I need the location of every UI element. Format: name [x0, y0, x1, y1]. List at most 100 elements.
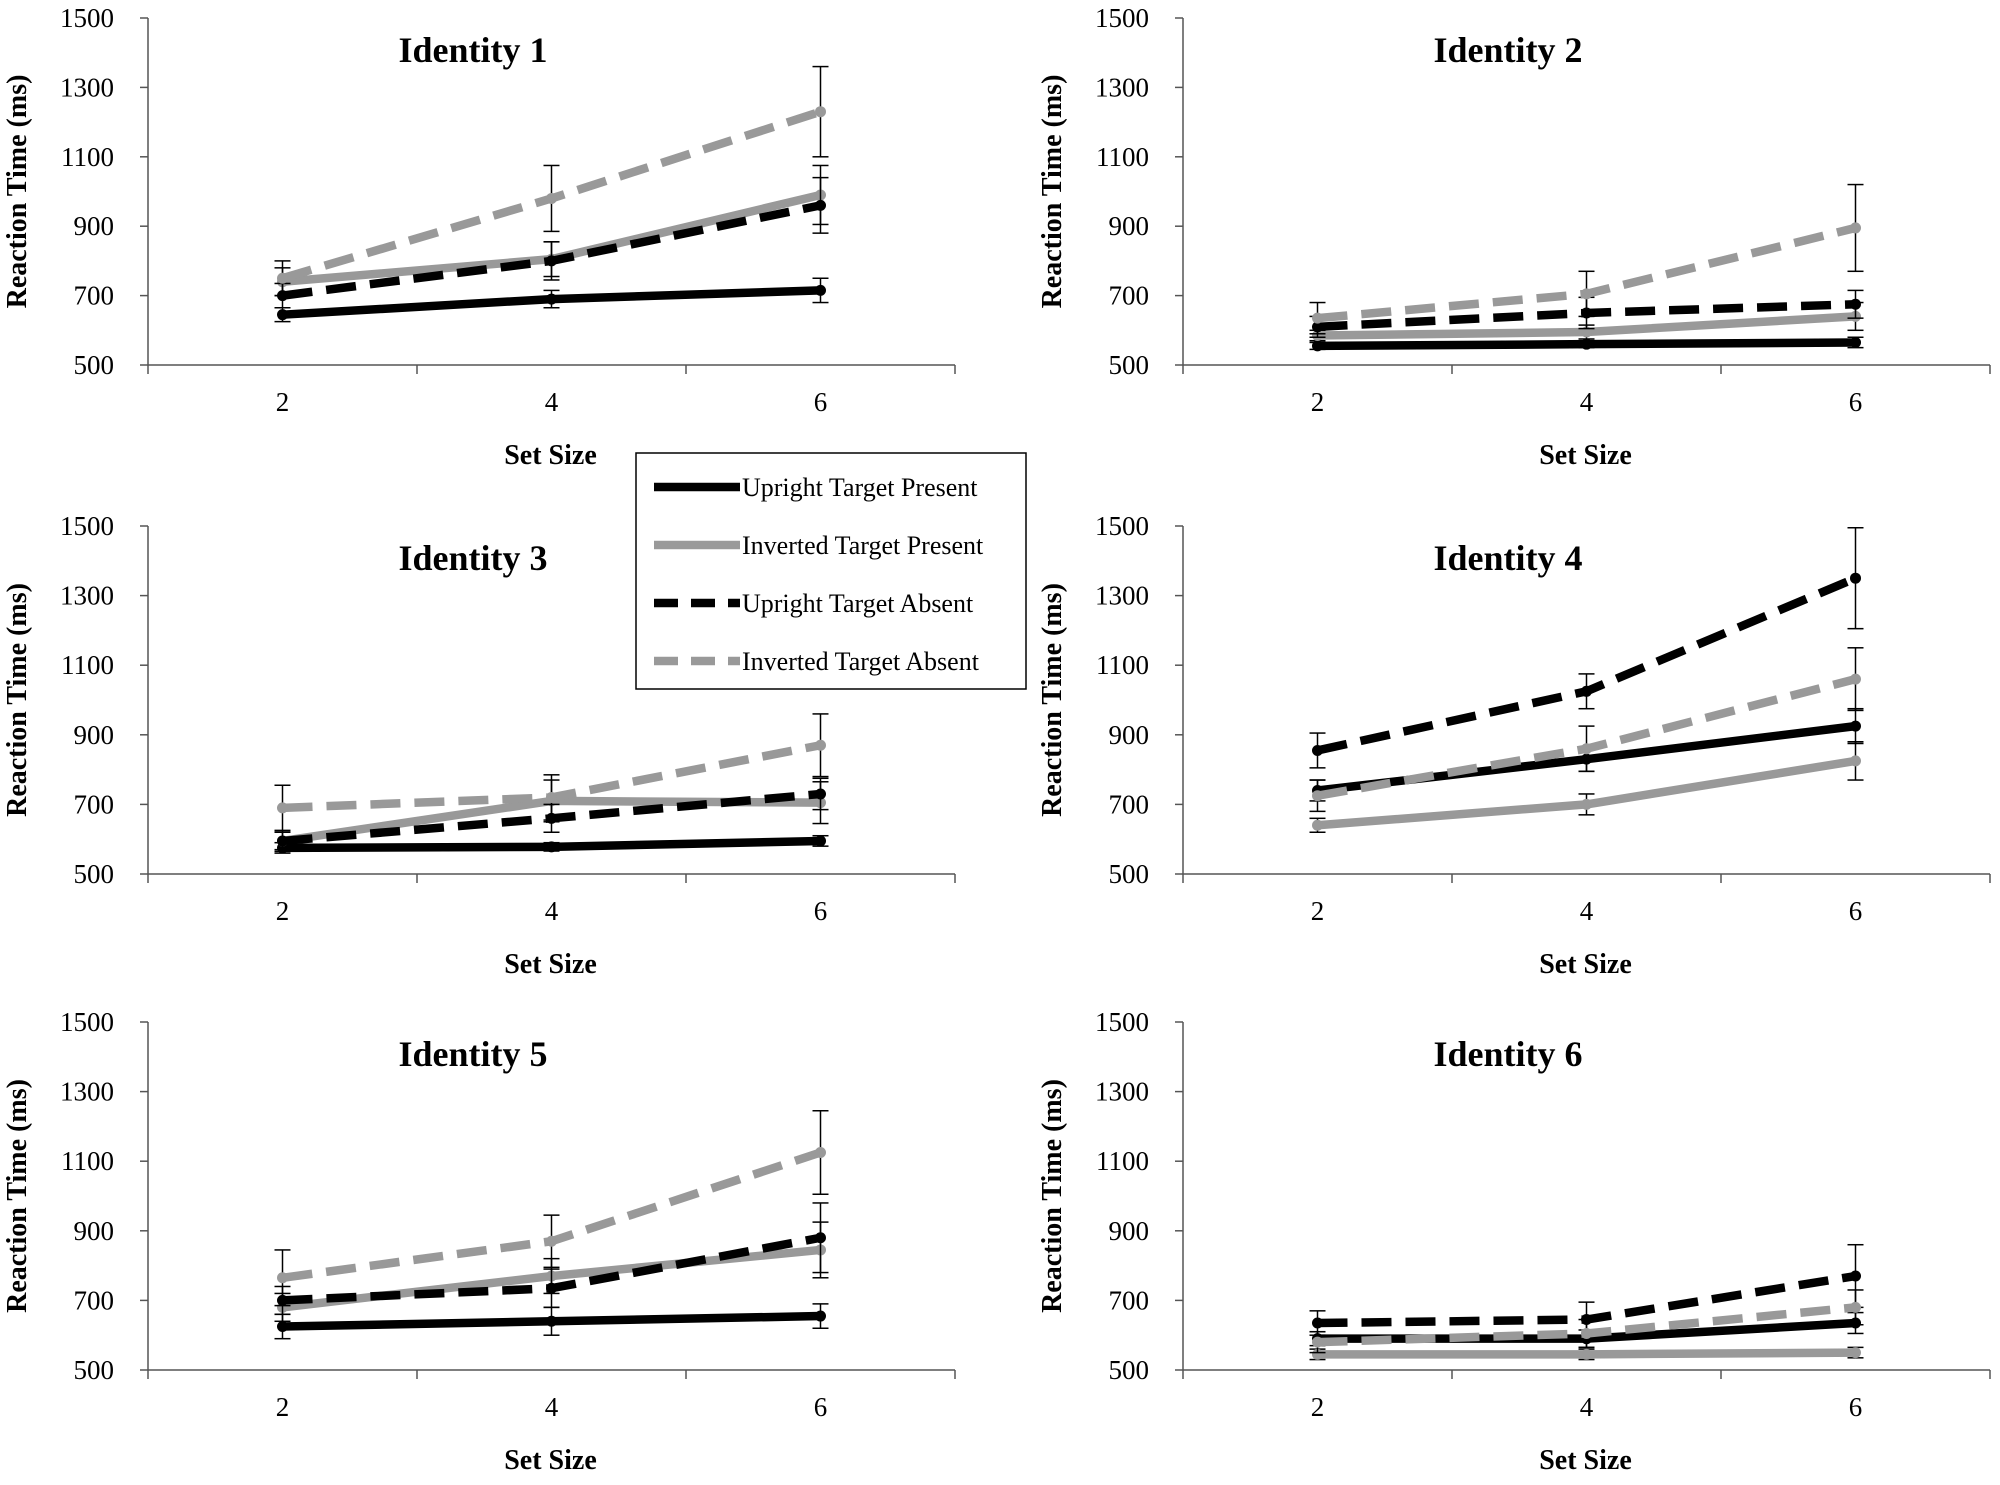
series — [1309, 183, 1864, 335]
series — [1309, 336, 1864, 352]
y-tick-label: 1100 — [61, 1146, 114, 1176]
panel-title: Identity 2 — [1433, 30, 1582, 70]
y-tick-label: 500 — [74, 1355, 115, 1385]
data-point — [1312, 1317, 1323, 1329]
x-tick-label: 6 — [814, 1392, 828, 1422]
data-point — [815, 1232, 826, 1244]
series — [274, 277, 829, 323]
data-point — [1312, 312, 1323, 324]
data-point — [815, 788, 826, 800]
y-tick-label: 1500 — [60, 511, 114, 541]
data-point — [815, 739, 826, 751]
y-tick-label: 1300 — [1095, 581, 1149, 611]
data-point — [277, 1272, 288, 1284]
chart-panel: 500 700 900 1100 1300 1500 2 4 6 Set Size Reaction… — [2, 511, 956, 980]
data-point — [815, 284, 826, 296]
x-tick-label: 2 — [276, 387, 290, 417]
series — [274, 65, 829, 297]
data-point — [277, 309, 288, 321]
chart-panel: 500 700 900 1100 1300 1500 2 4 6 Set Size Reaction… — [2, 1007, 956, 1476]
y-tick-label: 1500 — [1095, 1007, 1149, 1037]
y-tick-label: 1300 — [60, 72, 114, 102]
x-tick-label: 4 — [1580, 896, 1594, 926]
data-point — [1850, 755, 1861, 767]
data-point — [815, 1310, 826, 1322]
y-axis-title: Reaction Time (ms) — [2, 1079, 33, 1313]
data-point — [1850, 222, 1861, 234]
x-tick-label: 6 — [1849, 896, 1863, 926]
data-point — [1581, 288, 1592, 300]
data-point — [1850, 1347, 1861, 1359]
series — [1309, 1289, 1864, 1354]
y-axis-title: Reaction Time (ms) — [2, 75, 33, 309]
series — [1309, 1346, 1864, 1361]
data-point — [815, 835, 826, 847]
y-tick-label: 900 — [74, 211, 115, 241]
data-point — [1581, 798, 1592, 810]
data-point — [1850, 720, 1861, 732]
y-tick-label: 700 — [1109, 1285, 1150, 1315]
data-point — [1581, 1327, 1592, 1339]
y-tick-label: 900 — [1109, 211, 1150, 241]
data-point — [546, 1235, 557, 1247]
series — [274, 713, 829, 832]
data-point — [546, 1282, 557, 1294]
x-tick-label: 2 — [276, 896, 290, 926]
chart-panel: 500 700 900 1100 1300 1500 2 4 6 Set Size Reaction… — [1037, 3, 1991, 471]
data-point — [1312, 1336, 1323, 1348]
data-point — [1312, 744, 1323, 756]
panel-title: Identity 3 — [398, 538, 547, 578]
x-tick-label: 4 — [545, 387, 559, 417]
y-tick-label: 900 — [74, 1216, 115, 1246]
x-tick-label: 4 — [545, 896, 559, 926]
x-tick-label: 2 — [1311, 1392, 1325, 1422]
data-point — [546, 255, 557, 267]
data-point — [546, 1315, 557, 1327]
data-point — [1312, 1348, 1323, 1360]
x-axis-title: Set Size — [1539, 949, 1632, 980]
x-tick-label: 6 — [814, 387, 828, 417]
data-point — [1312, 340, 1323, 352]
y-tick-label: 900 — [1109, 720, 1150, 750]
y-tick-label: 1300 — [1095, 72, 1149, 102]
data-point — [1850, 336, 1861, 348]
y-tick-label: 500 — [1109, 1355, 1150, 1385]
series — [274, 1109, 829, 1307]
legend: Upright Target Present Inverted Target Pr… — [635, 452, 1027, 690]
series-line — [1316, 574, 1858, 755]
data-point — [1850, 673, 1861, 685]
legend-item: Inverted Target Absent — [654, 647, 980, 676]
x-tick-label: 2 — [1311, 387, 1325, 417]
x-tick-label: 2 — [276, 1392, 290, 1422]
panel-title: Identity 4 — [1433, 538, 1582, 578]
legend-item: Inverted Target Present — [654, 531, 984, 560]
data-point — [1581, 338, 1592, 350]
y-axis-title: Reaction Time (ms) — [1037, 1079, 1068, 1313]
x-axis-title: Set Size — [504, 440, 597, 471]
x-axis-title: Set Size — [504, 949, 597, 980]
legend-label: Inverted Target Absent — [742, 647, 980, 676]
legend-item: Upright Target Absent — [654, 589, 974, 618]
y-tick-label: 700 — [1109, 789, 1150, 819]
y-tick-label: 700 — [74, 789, 115, 819]
data-point — [277, 1321, 288, 1332]
data-point — [546, 192, 557, 204]
y-tick-label: 900 — [74, 720, 115, 750]
chart-panel: 500 700 900 1100 1300 1500 2 4 6 Set Size Reaction… — [1037, 1007, 1991, 1476]
data-point — [815, 199, 826, 211]
y-tick-label: 1100 — [1096, 142, 1149, 172]
y-tick-label: 500 — [74, 350, 115, 380]
x-tick-label: 6 — [1849, 1392, 1863, 1422]
panel-title: Identity 1 — [398, 30, 547, 70]
data-point — [1312, 819, 1323, 831]
y-tick-label: 500 — [74, 859, 115, 889]
y-tick-label: 1500 — [60, 3, 114, 33]
y-tick-label: 1300 — [60, 581, 114, 611]
y-tick-label: 700 — [1109, 281, 1150, 311]
y-tick-label: 1100 — [1096, 1146, 1149, 1176]
data-point — [546, 293, 557, 305]
y-tick-label: 700 — [74, 1285, 115, 1315]
y-axis-title: Reaction Time (ms) — [1037, 75, 1068, 309]
x-tick-label: 6 — [1849, 387, 1863, 417]
